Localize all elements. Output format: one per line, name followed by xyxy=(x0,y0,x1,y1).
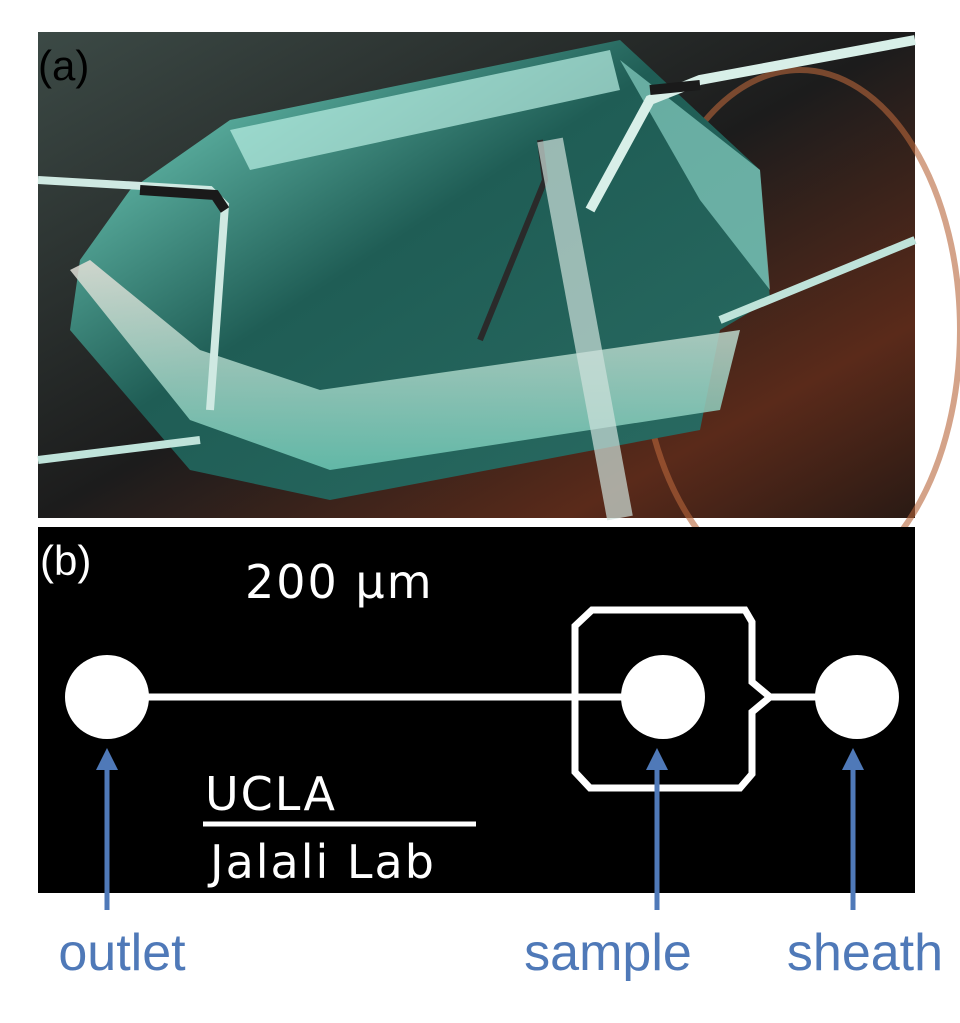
logo-top: UCLA xyxy=(205,767,337,821)
panel-label: (a) xyxy=(38,42,89,89)
panel-label: (b) xyxy=(40,537,91,584)
schematic xyxy=(38,527,915,893)
photo xyxy=(37,32,960,593)
port-label: sample xyxy=(524,924,692,982)
port-label: outlet xyxy=(58,924,186,982)
logo-bottom: Jalali Lab xyxy=(207,835,436,889)
ports xyxy=(65,655,899,739)
arrows xyxy=(96,748,864,910)
scale-label: 200 μm xyxy=(245,555,434,609)
port-label: sheath xyxy=(787,924,943,982)
